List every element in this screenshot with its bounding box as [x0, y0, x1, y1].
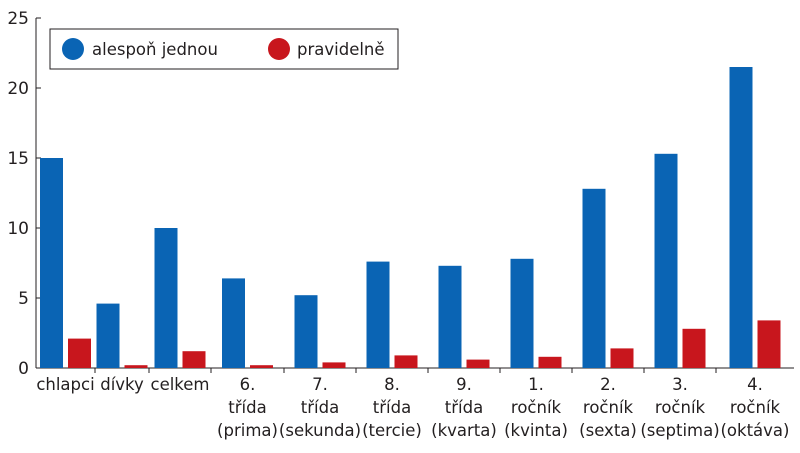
legend-label: alespoň jednou — [92, 40, 218, 59]
bar-alespon-jednou — [582, 188, 606, 368]
legend-swatch-pravidelne — [268, 38, 290, 60]
x-tick-label: (septima) — [640, 421, 719, 440]
y-tick-label: 0 — [18, 359, 29, 379]
y-axis: 0 5 10 15 20 25 — [7, 9, 41, 379]
bar-alespon-jednou — [154, 228, 178, 368]
x-tick-label: ročník — [655, 398, 706, 417]
x-tick-label: třída — [228, 398, 266, 417]
bar-pravidelne — [394, 355, 418, 368]
bar-alespon-jednou — [510, 258, 534, 368]
y-tick-label: 10 — [7, 219, 29, 239]
y-tick-label: 25 — [7, 9, 29, 29]
x-tick-label: 3. — [672, 375, 688, 394]
x-tick-label: 7. — [312, 375, 328, 394]
bar-alespon-jednou — [40, 158, 63, 368]
bar-alespon-jednou — [654, 153, 678, 368]
x-tick-label: třída — [445, 398, 483, 417]
bar-alespon-jednou — [96, 303, 120, 368]
x-tick-label: ročník — [730, 398, 781, 417]
x-tick-label: 8. — [384, 375, 400, 394]
x-tick-label: 4. — [747, 375, 763, 394]
bar-pravidelne — [68, 338, 91, 368]
legend-swatch-alespon-jednou — [62, 38, 84, 60]
x-tick-label: (kvinta) — [504, 421, 568, 440]
bar-pravidelne — [466, 359, 490, 368]
bar-pravidelne — [538, 356, 562, 368]
bar-pravidelne — [682, 328, 706, 368]
bar-pravidelne — [757, 320, 781, 368]
x-tick-label: (prima) — [217, 421, 278, 440]
x-tick-label: (oktáva) — [721, 421, 790, 440]
y-tick-label: 15 — [7, 149, 29, 169]
y-tick-label: 5 — [18, 289, 29, 309]
x-tick-label: třída — [301, 398, 339, 417]
y-tick-label: 20 — [7, 79, 29, 99]
legend-box — [49, 28, 399, 70]
x-tick-label: (kvarta) — [431, 421, 497, 440]
x-axis: chlapci dívky celkem 6. třída (prima) 7. třída (… — [36, 367, 794, 440]
bar-pravidelne — [182, 351, 206, 368]
bar-alespon-jednou — [438, 265, 462, 368]
bar-pravidelne — [124, 365, 148, 368]
x-tick-label: ročník — [511, 398, 562, 417]
bar-alespon-jednou — [366, 261, 390, 368]
legend-label: pravidelně — [297, 40, 385, 59]
bar-pravidelne — [250, 365, 273, 368]
x-tick-label: 9. — [456, 375, 472, 394]
x-tick-label: chlapci — [36, 375, 94, 394]
bar-alespon-jednou — [729, 67, 753, 368]
x-tick-label: 6. — [240, 375, 256, 394]
x-tick-label: (sexta) — [579, 421, 637, 440]
bar-pravidelne — [322, 362, 346, 368]
bar-alespon-jednou — [222, 278, 245, 368]
x-tick-label: dívky — [100, 375, 144, 394]
bar-alespon-jednou — [294, 295, 318, 368]
x-tick-label: třída — [373, 398, 411, 417]
bar-pravidelne — [610, 348, 634, 368]
x-tick-label: (sekunda) — [279, 421, 361, 440]
x-tick-label: ročník — [583, 398, 634, 417]
x-tick-label: 1. — [528, 375, 544, 394]
x-tick-label: (tercie) — [362, 421, 422, 440]
bars — [40, 67, 781, 368]
x-tick-label: 2. — [600, 375, 616, 394]
legend: alespoň jednou pravidelně — [49, 28, 399, 70]
x-tick-label: celkem — [151, 375, 210, 394]
